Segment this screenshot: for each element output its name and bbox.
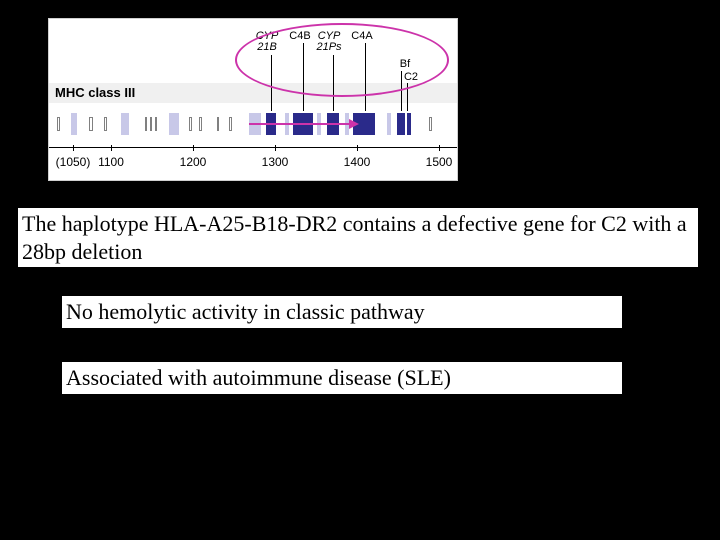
haplotype-description: The haplotype HLA-A25-B18-DR2 contains a… bbox=[18, 208, 698, 267]
gene-box bbox=[89, 117, 93, 131]
mhc-diagram-panel: MHC class III CYP21BC4BCYP21PsC4ABfC2 (1… bbox=[48, 18, 458, 181]
axis-label: 1100 bbox=[98, 155, 124, 169]
gene-box bbox=[189, 117, 192, 131]
gene-box bbox=[387, 113, 391, 135]
axis-tick bbox=[193, 145, 194, 151]
bullet-autoimmune: Associated with autoimmune disease (SLE) bbox=[62, 362, 622, 394]
axis-tick bbox=[111, 145, 112, 151]
gene-box bbox=[199, 117, 202, 131]
gene-box bbox=[397, 113, 405, 135]
gene-box bbox=[71, 113, 77, 135]
gene-box bbox=[229, 117, 232, 131]
axis-label: 1400 bbox=[344, 155, 371, 169]
highlight-circle bbox=[235, 23, 449, 97]
gene-box bbox=[104, 117, 107, 131]
gene-box bbox=[429, 117, 432, 131]
gene-box bbox=[145, 117, 147, 131]
axis-label: 1300 bbox=[262, 155, 289, 169]
highlight-arrow bbox=[249, 123, 349, 125]
gene-box bbox=[217, 117, 219, 131]
axis-label: 1200 bbox=[180, 155, 207, 169]
gene-box bbox=[155, 117, 157, 131]
bullet-hemolytic: No hemolytic activity in classic pathway bbox=[62, 296, 622, 328]
gene-box bbox=[121, 113, 129, 135]
gene-box bbox=[57, 117, 60, 131]
axis-tick bbox=[357, 145, 358, 151]
highlight-arrow-head bbox=[349, 119, 359, 129]
axis-label: 1500 bbox=[426, 155, 453, 169]
axis-tick bbox=[275, 145, 276, 151]
axis-tick bbox=[439, 145, 440, 151]
gene-box bbox=[150, 117, 152, 131]
axis-tick bbox=[73, 145, 74, 151]
gene-box bbox=[169, 113, 179, 135]
gene-box bbox=[407, 113, 411, 135]
axis-label: (1050) bbox=[56, 155, 91, 169]
